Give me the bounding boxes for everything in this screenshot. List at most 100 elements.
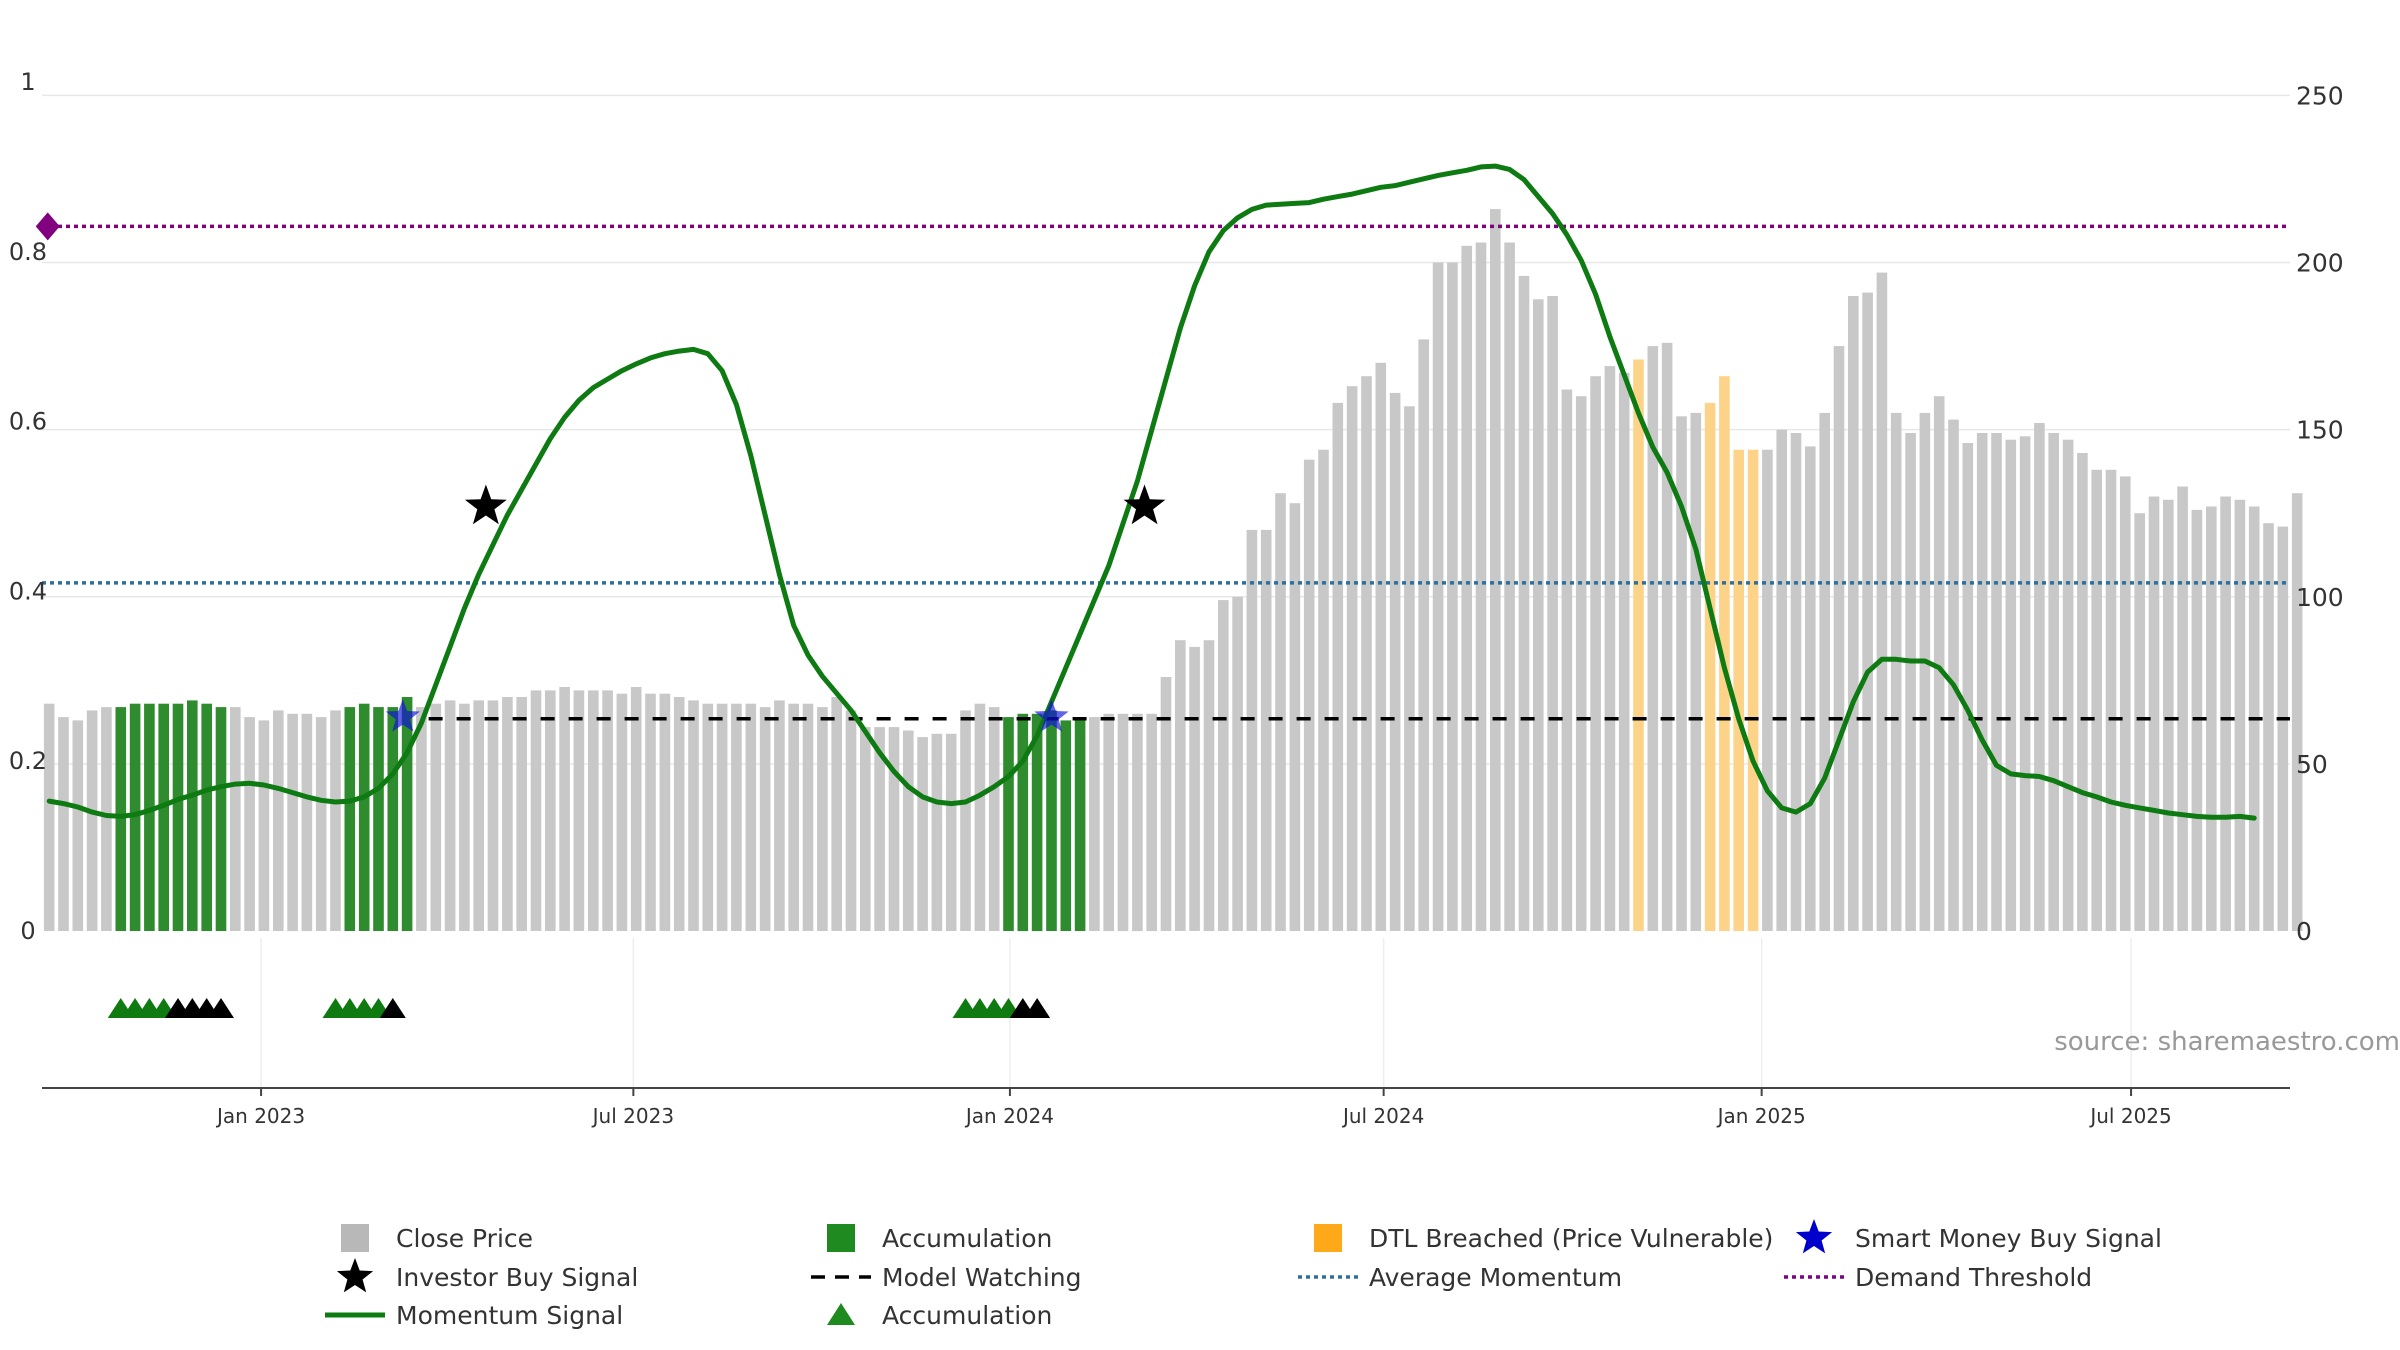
price-bar [1232,596,1243,931]
price-bar [1160,677,1172,931]
price-bar [1890,412,1902,931]
dtl-breached-bar [1733,449,1744,931]
price-bar [759,707,771,931]
price-bar [2263,523,2274,931]
timeline-panel: Jan 2023 Jul 2023 Jan 2024 Jul 2024 Jan 2025… [42,938,2290,1128]
x-tick-label: Jan 2025 [1716,1104,1806,1128]
price-bar [473,700,484,931]
accumulation-bar [358,703,370,931]
accumulation-bar [1017,713,1029,932]
price-bar [688,700,699,931]
price-bar [487,700,499,931]
left-tick-label: 1 [20,68,35,96]
price-bar [1876,272,1888,932]
price-bar [2077,453,2088,931]
accumulation-bar [187,700,198,931]
source-credit: source: sharemaestro.com [2054,1027,2400,1057]
price-bar [931,733,943,931]
price-bar [1933,396,1945,931]
price-bar [516,697,527,931]
accumulation-bar [1074,717,1086,931]
legend-label: Investor Buy Signal [396,1263,638,1292]
price-bar [2291,493,2303,931]
accumulation-triangle-black [379,998,406,1018]
momentum-signal [46,163,2257,821]
price-bar [1275,493,1286,931]
price-bar [2105,469,2117,931]
price-bar [2234,499,2246,931]
accumulation-bar [344,707,356,931]
accumulation-bar [373,707,384,931]
price-bar [2019,436,2031,931]
legend-swatch-triangle [827,1303,855,1325]
legend-item: DTL Breached (Price Vulnerable) [1314,1224,1773,1253]
price-bar [2148,496,2160,931]
price-bar [988,707,1000,931]
price-bar [702,703,714,931]
price-bar [1962,443,1974,931]
price-bar [2206,506,2217,931]
price-bar [301,713,313,932]
price-bar [630,687,642,931]
price-bar [1432,262,1444,931]
x-tick-label: Jan 2023 [215,1104,305,1128]
price-bar [1089,717,1100,931]
price-bar [1490,209,1501,932]
price-bar [1189,646,1200,931]
price-bar [1919,412,1931,931]
price-bar [917,737,928,931]
price-bar [817,707,828,931]
price-bar [1103,713,1114,932]
price-bar [1604,366,1616,932]
price-bar [1862,292,1873,932]
price-bar [1948,419,1959,931]
price-bar [731,703,742,931]
right-tick-label: 200 [2296,249,2344,278]
price-bar [1318,449,1329,931]
signal-markers [35,212,1166,732]
reference-lines [42,224,2290,721]
price-bar [874,727,885,931]
accumulation-bar [1060,720,1072,931]
price-bar [1819,412,1830,931]
x-tick-label: Jul 2025 [2088,1104,2171,1128]
price-bar [2220,496,2231,931]
price-bar [1303,459,1315,931]
price-bar [945,733,957,931]
investor-buy-star-1 [1123,484,1166,525]
price-bar [1389,392,1401,931]
price-bar [2120,476,2131,931]
price-bar [1762,449,1773,931]
price-bar [459,703,470,931]
price-bar [1218,600,1229,931]
legend-item: Accumulation [827,1224,1052,1253]
left-tick-label: 0.6 [9,408,47,436]
price-bar [1661,342,1673,931]
legend-label: Smart Money Buy Signal [1855,1224,2162,1253]
legend-label: Accumulation [882,1301,1052,1330]
legend-label: Momentum Signal [396,1301,623,1330]
x-tick-label: Jul 2023 [591,1104,674,1128]
dtl-breached-bar [1704,402,1716,931]
price-bar [845,710,857,931]
price-bar [2134,513,2145,931]
legend-swatch-star [1795,1219,1833,1254]
price-bar [788,703,799,931]
price-bar [1805,446,1816,931]
price-bar [1404,406,1415,931]
price-bar [315,717,327,931]
price-bar [545,690,556,931]
right-tick-label: 100 [2296,583,2344,612]
price-bar [1991,433,2002,931]
price-bar [58,717,69,931]
demand-marker-diamond [35,212,60,241]
smart-money-star-0 [385,699,420,732]
price-bar [530,690,542,931]
accumulation-triangle-black [207,998,234,1018]
price-bar [1132,713,1143,932]
price-bar [1361,376,1372,931]
price-bar [903,730,914,931]
accumulation-bar [129,703,141,931]
legend-label: Close Price [396,1224,533,1253]
